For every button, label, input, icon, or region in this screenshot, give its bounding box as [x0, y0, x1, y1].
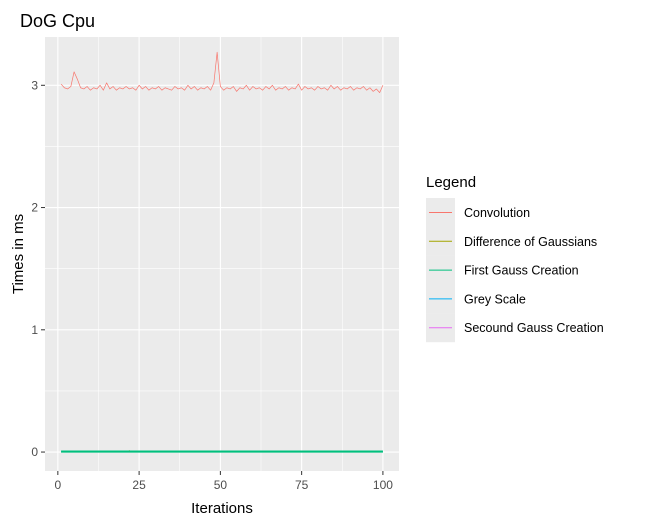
x-tick-label: 100: [373, 478, 393, 492]
x-tick-label: 75: [295, 478, 309, 492]
x-tick-label: 50: [214, 478, 228, 492]
series-line-convolution: [60, 51, 384, 93]
x-tick-label: 25: [132, 478, 146, 492]
x-axis-ticks: 0 25 50 75 100: [54, 471, 393, 492]
series-lines: [60, 51, 384, 453]
y-axis-ticks: 0 1 2 3: [31, 78, 45, 459]
x-axis-title: Iterations: [191, 500, 253, 517]
legend: Legend Convolution Difference of Gaussian…: [426, 174, 604, 343]
chart-title: DoG Cpu: [20, 11, 95, 31]
legend-label-first-gauss-creation: First Gauss Creation: [464, 264, 579, 278]
plot-panel: [45, 37, 399, 471]
major-gridlines: [45, 37, 399, 471]
legend-title: Legend: [426, 174, 476, 191]
legend-label-convolution: Convolution: [464, 206, 530, 220]
y-axis-title: Times in ms: [10, 214, 27, 294]
legend-label-grey-scale: Grey Scale: [464, 292, 526, 306]
y-tick-label: 2: [31, 201, 38, 215]
y-tick-label: 1: [31, 323, 38, 337]
legend-items: Convolution Difference of Gaussians First …: [426, 198, 604, 343]
y-tick-label: 0: [31, 445, 38, 459]
legend-label-difference-of-gaussians: Difference of Gaussians: [464, 235, 597, 249]
y-tick-label: 3: [31, 78, 38, 92]
legend-label-secound-gauss-creation: Secound Gauss Creation: [464, 321, 604, 335]
x-tick-label: 0: [54, 478, 61, 492]
minor-gridlines: [45, 37, 399, 471]
